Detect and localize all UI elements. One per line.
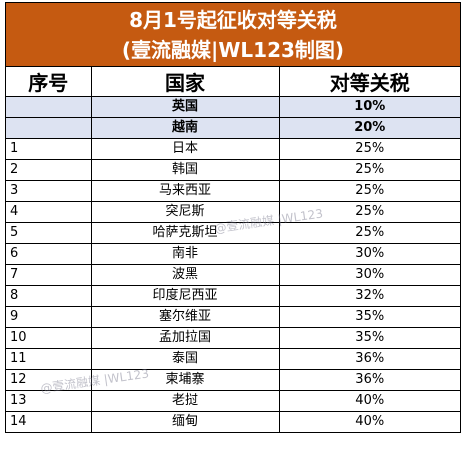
title-banner: 8月1号起征收对等关税 (壹流融媒|WL123制图): [6, 3, 460, 67]
cell-country: 印度尼西亚: [90, 285, 280, 307]
title-credit: (壹流融媒|WL123制图): [121, 38, 345, 62]
cell-index: 8: [6, 285, 92, 307]
cell-tariff-rate: 30%: [278, 264, 460, 286]
table-row: 英国 10%: [6, 96, 460, 118]
cell-tariff-rate: 25%: [278, 138, 460, 160]
table-row: 8 印度尼西亚 32%: [6, 285, 460, 307]
table-row: 13 老挝 40%: [6, 390, 460, 412]
cell-index: 11: [6, 348, 92, 370]
table-row: 12 柬埔寨 36%: [6, 369, 460, 391]
table-row: 5 哈萨克斯坦 25%: [6, 222, 460, 244]
cell-index: 13: [6, 390, 92, 412]
column-header-tariff: 对等关税: [278, 67, 460, 97]
cell-country: 泰国: [90, 348, 280, 370]
table-body: 英国 10% 越南 20% 1 日本 25% 2 韩国 25% 3 马来西亚 25% 4 突尼斯 25% 5 哈萨…: [6, 96, 460, 432]
cell-tariff-rate: 32%: [278, 285, 460, 307]
table-row: 1 日本 25%: [6, 138, 460, 160]
table-row: 2 韩国 25%: [6, 159, 460, 181]
cell-index: 12: [6, 369, 92, 391]
table-row: 10 孟加拉国 35%: [6, 327, 460, 349]
cell-country: 南非: [90, 243, 280, 265]
cell-tariff-rate: 36%: [278, 348, 460, 370]
cell-country: 塞尔维亚: [90, 306, 280, 328]
cell-country: 老挝: [90, 390, 280, 412]
tariff-table-sheet: 8月1号起征收对等关税 (壹流融媒|WL123制图) 序号 国家 对等关税 英国…: [5, 2, 461, 433]
cell-country: 哈萨克斯坦: [90, 222, 280, 244]
cell-index: 14: [6, 411, 92, 432]
cell-index: 4: [6, 201, 92, 223]
cell-tariff-rate: 36%: [278, 369, 460, 391]
cell-tariff-rate: 25%: [278, 180, 460, 202]
cell-index: [6, 96, 92, 118]
cell-country: 缅甸: [90, 411, 280, 432]
cell-tariff-rate: 40%: [278, 411, 460, 432]
cell-index: 10: [6, 327, 92, 349]
cell-tariff-rate: 30%: [278, 243, 460, 265]
table-row: 6 南非 30%: [6, 243, 460, 265]
title-main: 8月1号起征收对等关税: [129, 8, 337, 32]
cell-index: 6: [6, 243, 92, 265]
cell-index: 9: [6, 306, 92, 328]
table-row: 11 泰国 36%: [6, 348, 460, 370]
cell-country: 马来西亚: [90, 180, 280, 202]
table-row: 4 突尼斯 25%: [6, 201, 460, 223]
cell-index: [6, 117, 92, 139]
cell-country: 孟加拉国: [90, 327, 280, 349]
table-row: 3 马来西亚 25%: [6, 180, 460, 202]
cell-tariff-rate: 20%: [278, 117, 460, 139]
cell-index: 3: [6, 180, 92, 202]
cell-tariff-rate: 25%: [278, 201, 460, 223]
column-header-index: 序号: [6, 67, 92, 97]
cell-country: 波黑: [90, 264, 280, 286]
table-header-row: 序号 国家 对等关税: [6, 67, 460, 97]
cell-index: 5: [6, 222, 92, 244]
table-row: 14 缅甸 40%: [6, 411, 460, 432]
table-row: 9 塞尔维亚 35%: [6, 306, 460, 328]
cell-index: 1: [6, 138, 92, 160]
cell-tariff-rate: 10%: [278, 96, 460, 118]
cell-tariff-rate: 25%: [278, 159, 460, 181]
table-row: 7 波黑 30%: [6, 264, 460, 286]
cell-country: 柬埔寨: [90, 369, 280, 391]
cell-country: 突尼斯: [90, 201, 280, 223]
cell-country: 英国: [90, 96, 280, 118]
cell-index: 7: [6, 264, 92, 286]
cell-country: 日本: [90, 138, 280, 160]
cell-index: 2: [6, 159, 92, 181]
tariff-table: 序号 国家 对等关税 英国 10% 越南 20% 1 日本 25% 2 韩国 25% 3 马来西亚 25…: [6, 67, 460, 432]
column-header-country: 国家: [90, 67, 280, 97]
cell-tariff-rate: 35%: [278, 327, 460, 349]
table-row: 越南 20%: [6, 117, 460, 139]
cell-tariff-rate: 40%: [278, 390, 460, 412]
cell-country: 越南: [90, 117, 280, 139]
cell-tariff-rate: 35%: [278, 306, 460, 328]
cell-tariff-rate: 25%: [278, 222, 460, 244]
cell-country: 韩国: [90, 159, 280, 181]
